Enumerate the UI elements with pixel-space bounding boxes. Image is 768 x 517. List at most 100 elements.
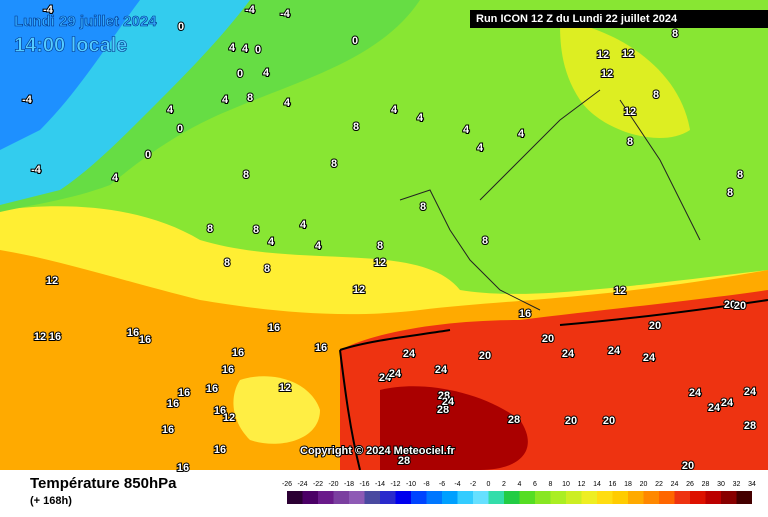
contour-label: 12 [624, 106, 636, 118]
colorbar-swatch [535, 491, 551, 504]
contour-label: 28 [744, 420, 756, 432]
colorbar-swatch [736, 491, 752, 504]
contour-label: -4 [245, 4, 256, 16]
contour-label: 4 [263, 67, 270, 79]
colorbar-tick-label: -22 [313, 481, 323, 488]
contour-label: 24 [608, 345, 621, 357]
contour-label: 24 [389, 368, 402, 380]
colorbar-swatch [566, 491, 582, 504]
contour-label: 24 [562, 348, 575, 360]
contour-label: 28 [398, 455, 410, 467]
contour-label: 16 [315, 342, 327, 354]
contour-label: 8 [727, 187, 733, 199]
colorbar-tick-label: -12 [390, 481, 400, 488]
contour-label: 8 [264, 263, 270, 275]
colorbar-tick-label: 26 [686, 481, 694, 488]
colorbar-swatch [395, 491, 411, 504]
colorbar-swatch [442, 491, 458, 504]
contour-label: 12 [34, 331, 46, 343]
colorbar-swatch [628, 491, 644, 504]
contour-label: 20 [542, 333, 554, 345]
contour-label: 16 [162, 424, 174, 436]
zone-yellow-north [560, 20, 690, 139]
legend-title: Température 850hPa [30, 475, 177, 492]
colorbar-swatch [690, 491, 706, 504]
legend-subtitle: (+ 168h) [30, 495, 72, 507]
contour-label: 16 [268, 322, 280, 334]
colorbar-swatch [659, 491, 675, 504]
contour-label: 8 [331, 158, 337, 170]
contour-label: 4 [242, 43, 249, 55]
contour-label: 12 [279, 382, 291, 394]
contour-label: 4 [315, 240, 322, 252]
contour-label: 28 [508, 414, 520, 426]
contour-label: 16 [206, 383, 218, 395]
contour-label: 16 [214, 444, 226, 456]
time: 14:00 locale [14, 34, 127, 56]
contour-label: 16 [178, 387, 190, 399]
colorbar-tick-label: 32 [733, 481, 741, 488]
colorbar-tick-label: 28 [702, 481, 710, 488]
contour-label: 8 [737, 169, 743, 181]
contour-label: -4 [31, 164, 42, 176]
colorbar-swatch [488, 491, 504, 504]
contour-label: 12 [374, 257, 386, 269]
colorbar-swatch [411, 491, 427, 504]
colorbar-tick-label: 4 [518, 481, 522, 488]
contour-label: 16 [49, 331, 61, 343]
contour-label: 24 [435, 364, 448, 376]
colorbar-swatch [333, 491, 349, 504]
colorbar-tick-label: 16 [609, 481, 617, 488]
contour-label: 8 [207, 223, 213, 235]
contour-label: 20 [603, 415, 615, 427]
contour-label: 24 [643, 352, 656, 364]
colorbar-swatch [504, 491, 520, 504]
colorbar-tick-label: -24 [297, 481, 307, 488]
contour-label: 4 [417, 112, 424, 124]
colorbar-tick-label: 14 [593, 481, 601, 488]
contour-label: 24 [689, 387, 702, 399]
contour-label: 20 [479, 350, 491, 362]
colorbar-swatch [705, 491, 721, 504]
colorbar-tick-label: 24 [671, 481, 679, 488]
colorbar-swatch [473, 491, 489, 504]
colorbar-tick-label: 8 [549, 481, 553, 488]
contour-label: -4 [280, 8, 291, 20]
contour-label: 0 [352, 35, 358, 47]
contour-label: 8 [243, 169, 249, 181]
contour-label: 28 [437, 404, 449, 416]
run-text: Run ICON 12 Z du Lundi 22 juillet 2024 [476, 13, 678, 25]
contour-label: 20 [734, 300, 746, 312]
coastline [399, 89, 701, 311]
contour-label: 4 [391, 104, 398, 116]
colorbar-tick-label: 18 [624, 481, 632, 488]
contour-label: 12 [601, 68, 613, 80]
contour-label: 8 [377, 240, 383, 252]
colorbar-swatch [302, 491, 318, 504]
colorbar-tick-label: 6 [533, 481, 537, 488]
contour-label: 8 [672, 28, 678, 40]
contour-label: 16 [167, 398, 179, 410]
contour-label: 16 [139, 334, 151, 346]
contour-label: -4 [43, 4, 54, 16]
contour-label: 0 [237, 68, 243, 80]
zone-blue [0, 0, 140, 150]
colorbar-swatch [643, 491, 659, 504]
colorbar-tick-label: -10 [406, 481, 416, 488]
contour-label: 16 [232, 347, 244, 359]
colorbar-tick-label: -20 [328, 481, 338, 488]
colorbar-swatch [597, 491, 613, 504]
contour-label: 4 [167, 104, 174, 116]
contour-label: 12 [46, 275, 58, 287]
colorbar-tick-label: 10 [562, 481, 570, 488]
contour-label: 8 [482, 235, 488, 247]
colorbar-swatch [674, 491, 690, 504]
contour-label: 4 [518, 128, 525, 140]
contour-label: 24 [744, 386, 757, 398]
contour-label: 0 [178, 21, 184, 33]
colorbar-swatch [519, 491, 535, 504]
contour-label: 4 [300, 219, 307, 231]
contour-label: 12 [353, 284, 365, 296]
